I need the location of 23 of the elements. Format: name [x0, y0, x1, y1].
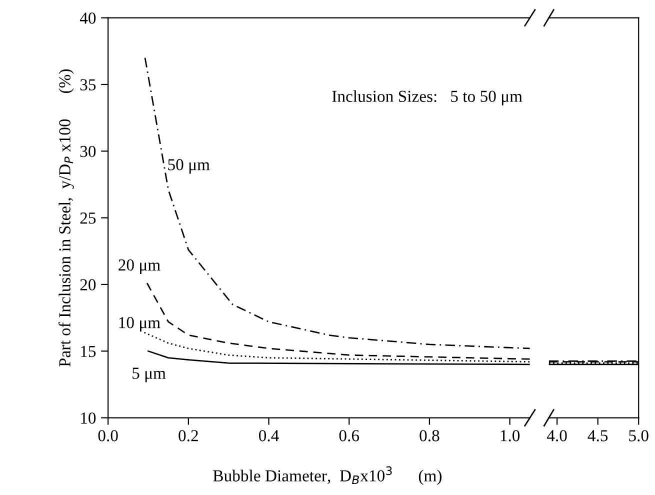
y-tick-label: 40 — [80, 12, 96, 24]
series-label: 10 μm — [119, 317, 160, 332]
series-label: 50 μm — [168, 159, 210, 174]
y-tick-label: 20 — [80, 279, 96, 290]
x-tick-label: 4.0 — [546, 430, 567, 442]
x-tick-label: 1.0 — [500, 430, 520, 442]
y-axis-title: Part of Inclusion in Steel, y/D$_{P}$ x100 (%) — [58, 69, 74, 367]
x-tick-label: 0.2 — [178, 430, 198, 442]
x-tick-label: 4.5 — [588, 430, 608, 442]
y-tick-label: 15 — [81, 346, 96, 358]
y-tick-label: 10 — [81, 412, 96, 424]
series-label: 5 μm — [132, 368, 166, 382]
y-tick-label: 25 — [80, 212, 96, 224]
x-tick-label: 0.4 — [258, 430, 279, 442]
x-tick-label: 0.8 — [420, 430, 440, 442]
y-tick-label: 35 — [80, 79, 96, 90]
text: Bubble Diameter, D$_{B}$x10$^{3}$ (m) — [213, 466, 442, 485]
x-tick-label: 5.0 — [629, 430, 648, 442]
y-tick-label: 30 — [80, 146, 96, 158]
x-tick-label: 0.0 — [98, 430, 118, 442]
annotation: Inclusion Sizes: 5 to 50 μm — [332, 90, 522, 106]
x-tick-label: 0.6 — [339, 430, 360, 442]
series-label: 20 μm — [118, 259, 160, 274]
